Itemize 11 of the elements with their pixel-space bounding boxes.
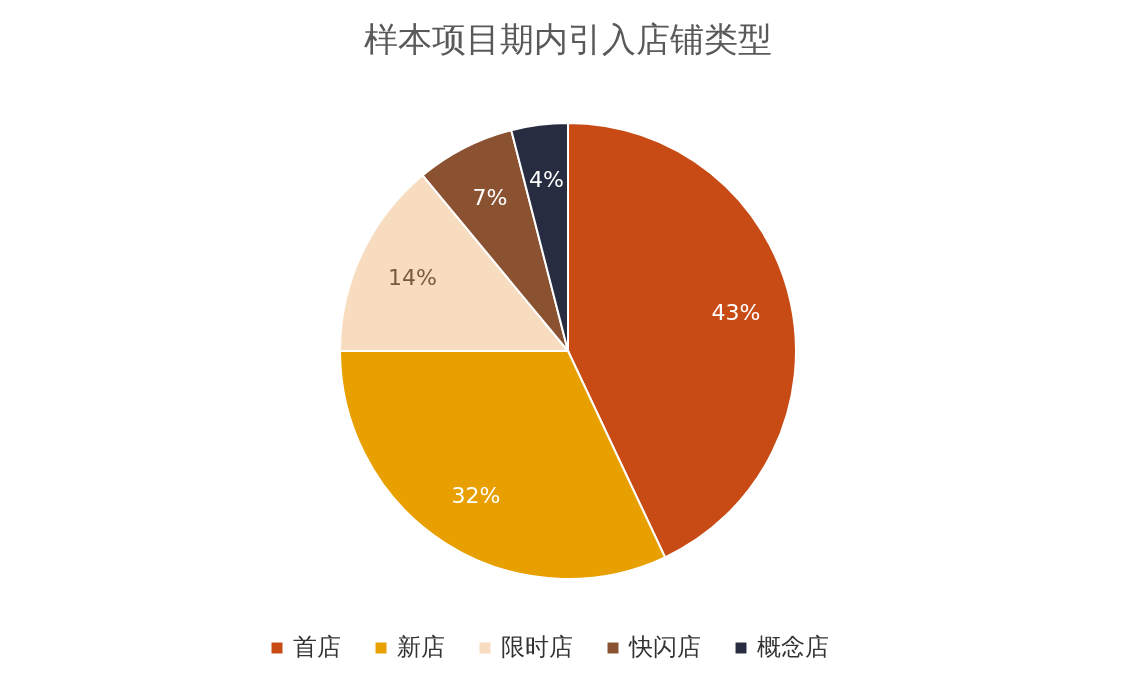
chart-title: 样本项目期内引入店铺类型 — [364, 19, 772, 59]
legend-label: 新店 — [397, 633, 445, 661]
data-label: 14% — [387, 264, 437, 290]
data-label: 43% — [711, 300, 761, 326]
legend-label: 快闪店 — [628, 633, 701, 661]
data-label: 4% — [528, 167, 564, 193]
legend-label: 概念店 — [757, 633, 829, 661]
legend-label: 首店 — [293, 633, 341, 661]
data-label: 7% — [472, 184, 508, 210]
legend-label: 限时店 — [501, 633, 573, 661]
data-label: 32% — [451, 483, 501, 509]
